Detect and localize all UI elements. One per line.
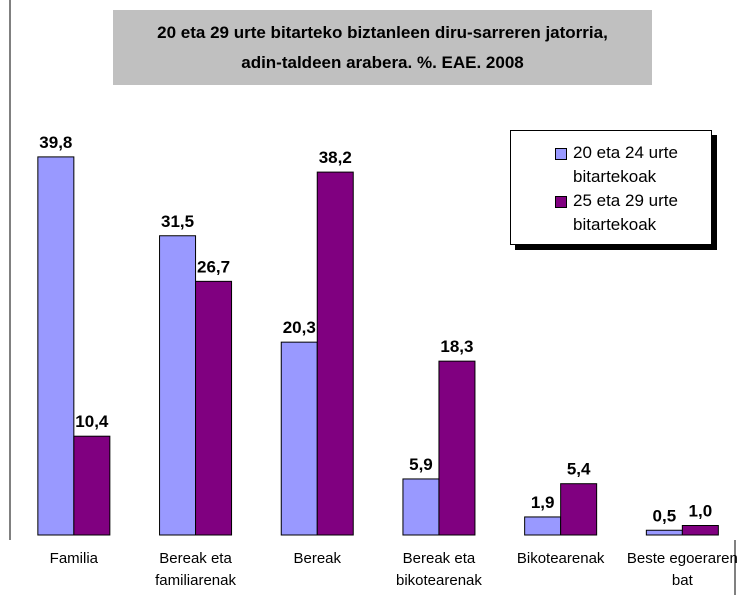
- bar: [37, 156, 75, 536]
- x-tick-label: Familia: [49, 550, 99, 567]
- x-tick-label: Bereak: [293, 550, 342, 567]
- bar: [280, 341, 318, 536]
- x-tick-label: Bikotearenak: [516, 550, 605, 567]
- legend-item: 25 eta 29 urte bitartekoak: [555, 189, 711, 237]
- data-label: 0,5: [653, 506, 677, 525]
- x-tick-label: Beste egoeraren bat: [626, 550, 738, 589]
- data-label: 26,7: [197, 257, 230, 276]
- x-tick-label: Bereak eta familiarenak: [155, 550, 236, 589]
- bar: [316, 171, 354, 536]
- bar: [73, 435, 111, 536]
- legend-swatch: [555, 196, 567, 208]
- data-label: 38,2: [319, 148, 352, 167]
- data-label: 20,3: [283, 318, 316, 337]
- legend: 20 eta 24 urte bitartekoak 25 eta 29 urte…: [510, 130, 712, 245]
- data-label: 18,3: [440, 337, 473, 356]
- bar: [645, 529, 683, 536]
- data-label: 1,9: [531, 493, 555, 512]
- chart-title: 20 eta 29 urte bitarteko biztanleen diru…: [113, 10, 652, 85]
- data-label: 1,0: [689, 502, 713, 521]
- legend-swatch: [555, 148, 567, 160]
- legend-item: 20 eta 24 urte bitartekoak: [555, 141, 711, 189]
- data-label: 5,4: [567, 460, 591, 479]
- x-tick-label: Bereak eta bikotearenak: [395, 550, 482, 589]
- bar: [524, 516, 562, 536]
- legend-label: 25 eta 29 urte bitartekoak: [573, 191, 678, 234]
- bar: [560, 483, 598, 536]
- bar: [159, 235, 197, 536]
- bar: [195, 280, 233, 536]
- data-label: 39,8: [39, 133, 72, 152]
- bar: [438, 360, 476, 536]
- legend-label: 20 eta 24 urte bitartekoak: [573, 143, 678, 186]
- data-label: 10,4: [75, 412, 109, 431]
- bar: [402, 478, 440, 536]
- bar: [681, 525, 719, 536]
- data-label: 31,5: [161, 212, 194, 231]
- data-label: 5,9: [409, 455, 433, 474]
